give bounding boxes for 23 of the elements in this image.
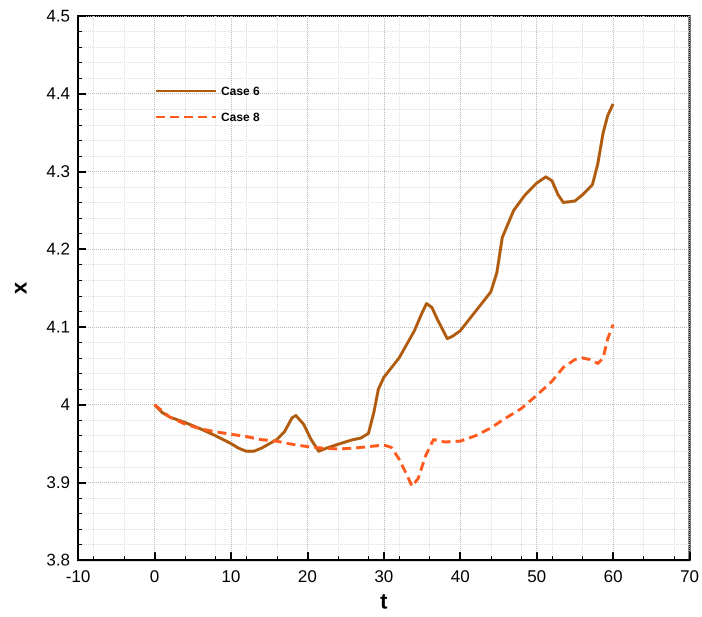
x-tick-label: -10 xyxy=(66,567,90,586)
x-tick-label: 50 xyxy=(527,567,546,586)
x-tick-label: 20 xyxy=(298,567,317,586)
y-tick-label: 4.2 xyxy=(46,240,70,259)
y-tick-label: 3.8 xyxy=(46,550,70,570)
x-tick-label: 10 xyxy=(221,567,240,586)
x-tick-label: 70 xyxy=(680,567,700,586)
x-tick-label: 30 xyxy=(374,567,394,586)
legend-label: Case 6 xyxy=(221,84,260,98)
y-tick-label: 4.1 xyxy=(46,317,70,336)
line-series xyxy=(152,102,615,453)
x-tick-label: 0 xyxy=(150,567,160,586)
y-tick-label: 4 xyxy=(60,395,70,414)
x-tick-label: 60 xyxy=(604,567,623,586)
x-axis-title: t xyxy=(380,588,388,614)
x-tick-label: 40 xyxy=(450,567,470,586)
y-tick-label: 4.4 xyxy=(46,84,70,104)
legend-label: Case 8 xyxy=(221,110,260,124)
y-tick-label: 4.5 xyxy=(46,6,70,26)
line-series xyxy=(152,323,615,488)
y-axis-title: x xyxy=(6,281,32,294)
y-tick-label: 4.3 xyxy=(46,162,70,181)
y-tick-label: 3.9 xyxy=(46,472,70,492)
